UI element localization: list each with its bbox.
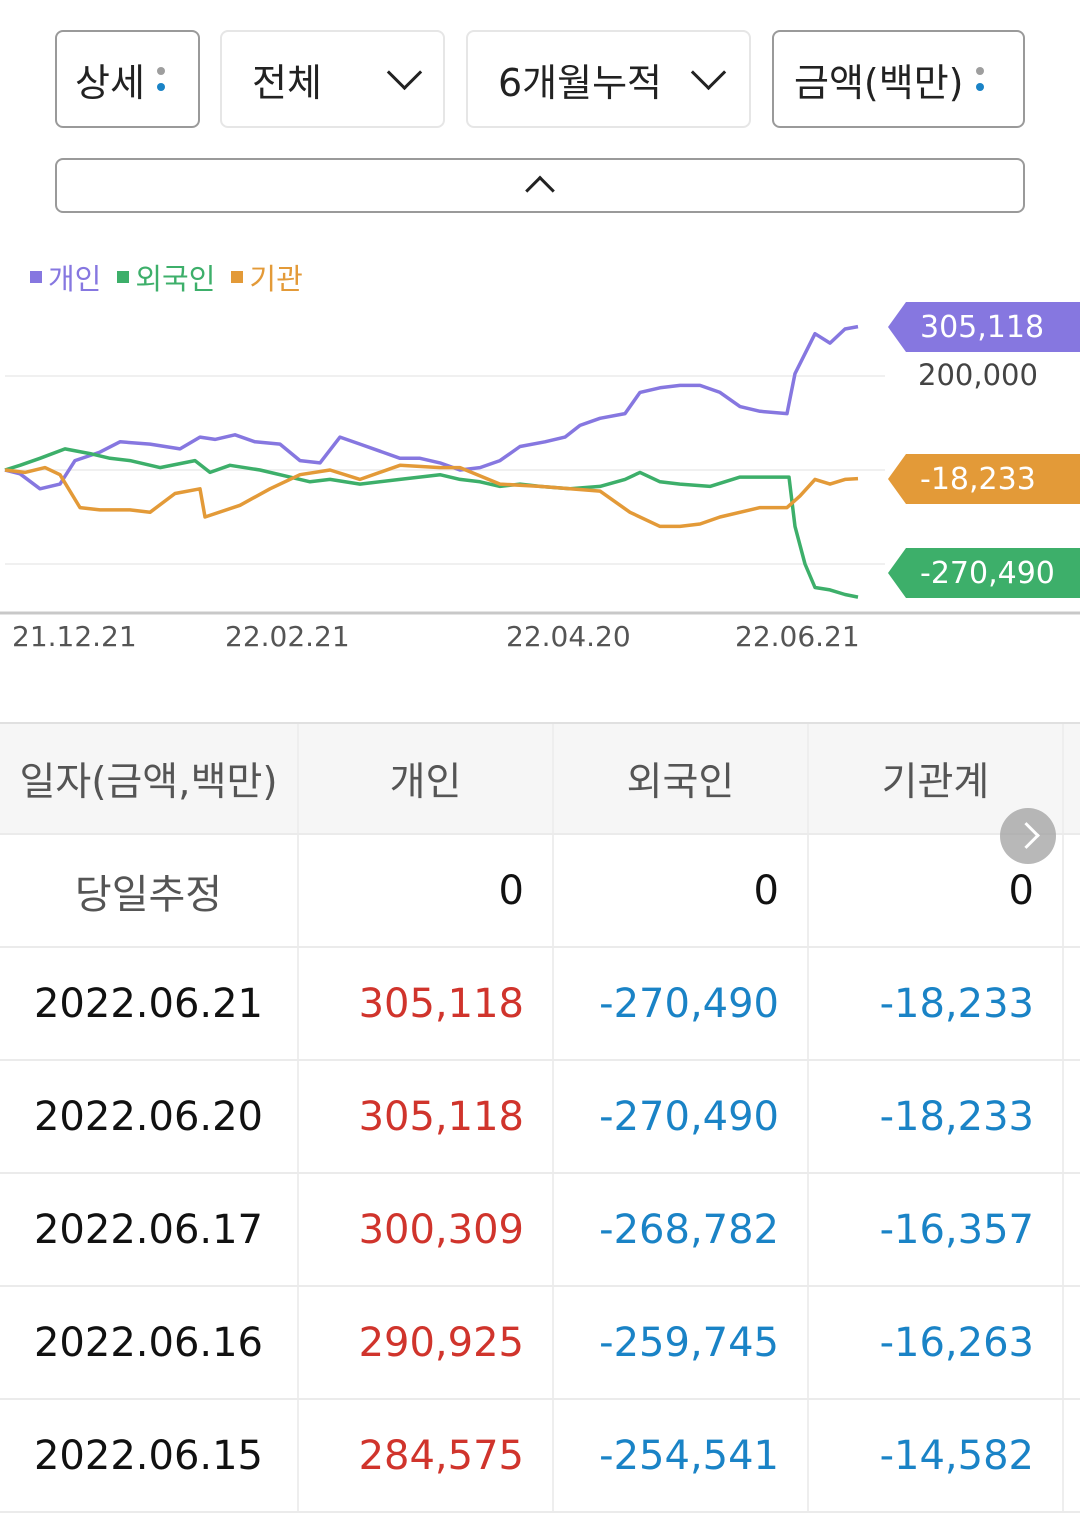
table-header-row: 일자(금액,백만) 개인 외국인 기관계 xyxy=(0,722,1080,835)
end-label-individual: 305,118 xyxy=(888,302,1080,352)
unit-label: 금액(백만) xyxy=(794,60,964,105)
legend-swatch-icon xyxy=(117,271,130,283)
legend-swatch-icon xyxy=(30,271,42,283)
dot-blue xyxy=(156,83,165,91)
end-label-value: -270,490 xyxy=(920,555,1055,591)
legend-item-institution[interactable]: 기관 xyxy=(231,256,303,298)
cell-individual: 305,118 xyxy=(299,948,554,1059)
table-row: 2022.06.15 284,575 -254,541 -14,582 xyxy=(0,1400,1080,1513)
period-value: 6개월누적 xyxy=(498,60,663,105)
cell-date: 2022.06.21 xyxy=(0,948,299,1059)
legend-item-individual[interactable]: 개인 xyxy=(30,256,101,298)
cell-date: 당일추정 xyxy=(0,835,299,946)
legend-swatch-icon xyxy=(231,271,244,283)
cell-institution: -16,357 xyxy=(809,1174,1064,1285)
end-label-institution: -18,233 xyxy=(888,454,1080,504)
cell-date: 2022.06.17 xyxy=(0,1174,299,1285)
legend-item-foreign[interactable]: 외국인 xyxy=(117,256,215,298)
chevron-up-icon xyxy=(525,175,555,206)
cell-date: 2022.06.16 xyxy=(0,1287,299,1398)
cell-date: 2022.06.20 xyxy=(0,1061,299,1172)
cell-institution: -18,233 xyxy=(809,948,1064,1059)
table-row: 2022.06.21 305,118 -270,490 -18,233 xyxy=(0,948,1080,1061)
dot-gray xyxy=(975,67,984,75)
table-row: 2022.06.20 305,118 -270,490 -18,233 xyxy=(0,1061,1080,1174)
chart-legend: 개인 외국인 기관 xyxy=(30,256,303,298)
collapse-filters-button[interactable] xyxy=(55,158,1025,213)
more-options-icon xyxy=(975,67,984,91)
table-row: 2022.06.17 300,309 -268,782 -16,357 xyxy=(0,1174,1080,1287)
header-date: 일자(금액,백만) xyxy=(0,724,299,833)
detail-label: 상세 xyxy=(75,60,145,105)
cell-institution: -18,233 xyxy=(809,1061,1064,1172)
legend-label: 외국인 xyxy=(135,262,216,296)
investor-trend-table: 일자(금액,백만) 개인 외국인 기관계 당일추정 0 0 0 2022.06.… xyxy=(0,722,1080,1513)
x-tick-label: 22.02.21 xyxy=(225,620,350,653)
more-options-icon xyxy=(156,67,165,91)
y-tick-label: 200,000 xyxy=(918,358,1038,392)
x-tick-label: 22.04.20 xyxy=(506,620,631,653)
chevron-down-icon xyxy=(690,54,727,90)
cell-institution: 0 xyxy=(809,835,1064,946)
cell-foreign: 0 xyxy=(554,835,809,946)
legend-label: 개인 xyxy=(48,262,102,296)
header-foreign: 외국인 xyxy=(554,724,809,833)
cell-individual: 305,118 xyxy=(299,1061,554,1172)
scroll-right-button[interactable] xyxy=(1000,808,1056,864)
cell-foreign: -270,490 xyxy=(554,948,809,1059)
scope-value: 전체 xyxy=(252,60,322,105)
table-row-estimate: 당일추정 0 0 0 xyxy=(0,835,1080,948)
dot-blue xyxy=(975,83,984,91)
end-label-value: 305,118 xyxy=(920,309,1045,345)
header-overflow xyxy=(1064,724,1080,833)
cell-individual: 0 xyxy=(299,835,554,946)
x-tick-label: 22.06.21 xyxy=(735,620,860,653)
cell-institution: -16,263 xyxy=(809,1287,1064,1398)
line-chart[interactable] xyxy=(0,290,1080,620)
cell-individual: 300,309 xyxy=(299,1174,554,1285)
y-tick-200000: 200,000 xyxy=(918,358,1038,392)
end-label-foreign: -270,490 xyxy=(888,548,1080,598)
series-line-기관 xyxy=(4,463,859,529)
table-row: 2022.06.16 290,925 -259,745 -16,263 xyxy=(0,1287,1080,1400)
cell-foreign: -268,782 xyxy=(554,1174,809,1285)
cell-foreign: -259,745 xyxy=(554,1287,809,1398)
header-institution: 기관계 xyxy=(809,724,1064,833)
cell-institution: -14,582 xyxy=(809,1400,1064,1511)
unit-menu-button[interactable]: 금액(백만) xyxy=(772,30,1025,128)
cell-individual: 284,575 xyxy=(299,1400,554,1511)
series-group xyxy=(4,324,859,599)
legend-label: 기관 xyxy=(249,262,303,296)
cell-date: 2022.06.15 xyxy=(0,1400,299,1511)
header-individual: 개인 xyxy=(299,724,554,833)
cell-individual: 290,925 xyxy=(299,1287,554,1398)
dot-gray xyxy=(156,67,165,75)
x-tick-label: 21.12.21 xyxy=(12,620,137,653)
period-dropdown[interactable]: 6개월누적 xyxy=(466,30,751,128)
filter-bar: 상세 전체 6개월누적 금액(백만) xyxy=(0,0,1080,240)
end-label-value: -18,233 xyxy=(920,461,1036,497)
scope-dropdown[interactable]: 전체 xyxy=(220,30,445,128)
series-line-외국인 xyxy=(4,447,859,599)
cell-foreign: -254,541 xyxy=(554,1400,809,1511)
cell-foreign: -270,490 xyxy=(554,1061,809,1172)
series-line-개인 xyxy=(4,324,859,491)
chevron-down-icon xyxy=(386,54,423,90)
detail-menu-button[interactable]: 상세 xyxy=(55,30,200,128)
